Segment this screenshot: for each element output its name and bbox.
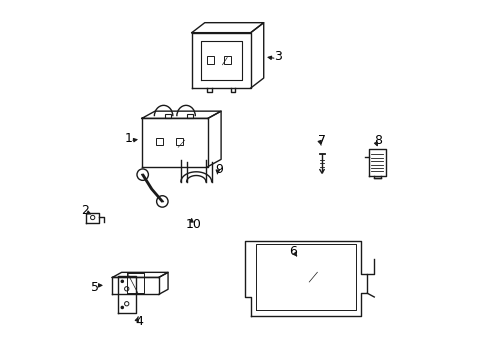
Bar xyxy=(187,114,193,118)
Text: 4: 4 xyxy=(135,315,143,328)
Text: 10: 10 xyxy=(185,218,201,231)
Text: 6: 6 xyxy=(288,245,296,258)
Text: 5: 5 xyxy=(91,281,99,294)
Bar xyxy=(164,114,170,118)
Text: 8: 8 xyxy=(373,134,381,147)
Text: 7: 7 xyxy=(317,134,325,147)
Text: 2: 2 xyxy=(81,204,89,217)
Bar xyxy=(156,138,163,145)
Text: 1: 1 xyxy=(124,132,132,145)
Text: 3: 3 xyxy=(274,50,282,63)
Text: 9: 9 xyxy=(215,163,223,176)
Circle shape xyxy=(121,280,123,282)
Circle shape xyxy=(121,306,123,309)
Bar xyxy=(176,138,183,145)
